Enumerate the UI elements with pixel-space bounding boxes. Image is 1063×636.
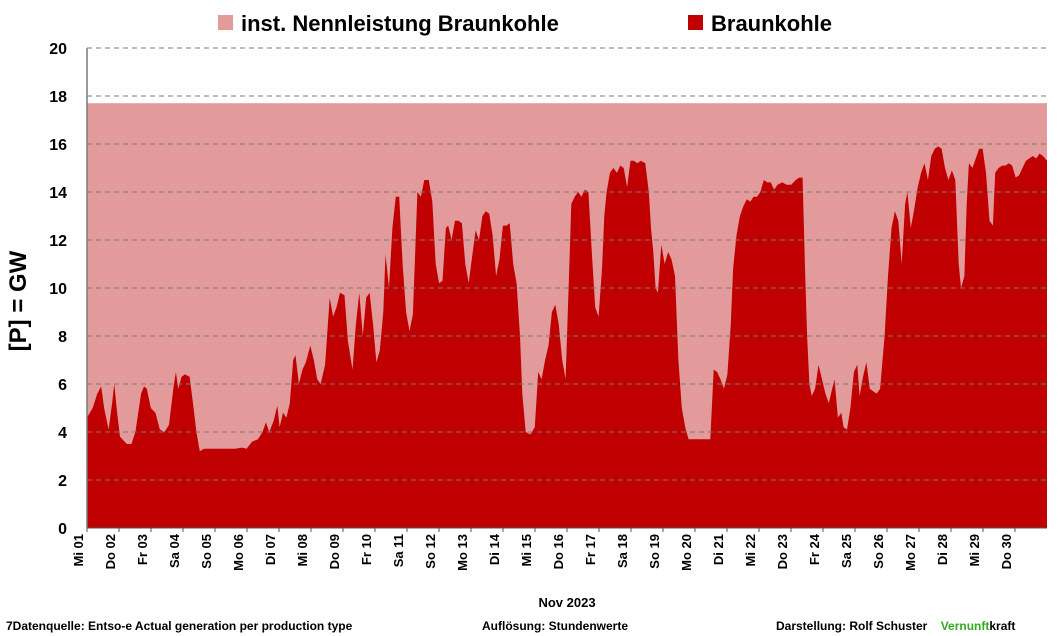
legend-swatch-generation [688, 15, 703, 30]
x-tick-label-17: Sa 18 [615, 534, 630, 568]
footer-credit: Darstellung: Rolf Schuster Vernunftkraft [776, 619, 1015, 633]
x-tick-label-1: Do 02 [103, 534, 118, 569]
generation-area [87, 146, 1047, 528]
x-tick-label-21: Mi 22 [743, 534, 758, 567]
footer-credit-text: Darstellung: Rolf Schuster [776, 619, 928, 633]
y-tick-label-2: 2 [58, 473, 67, 490]
y-tick-label-14: 14 [49, 185, 67, 202]
x-tick-label-7: Mi 08 [295, 534, 310, 567]
x-tick-label-13: Di 14 [487, 533, 502, 565]
footer-source: 7Datenquelle: Entso-e Actual generation … [6, 619, 353, 633]
y-tick-label-8: 8 [58, 329, 67, 346]
x-tick-label-18: So 19 [647, 534, 662, 569]
x-tick-label-26: Mo 27 [903, 534, 918, 571]
x-tick-label-14: Mi 15 [519, 534, 534, 567]
x-tick-label-23: Fr 24 [807, 533, 822, 565]
x-tick-label-19: Mo 20 [679, 534, 694, 571]
y-tick-label-16: 16 [49, 137, 67, 154]
legend: inst. Nennleistung Braunkohle Braunkohle [218, 11, 832, 36]
y-tick-label-6: 6 [58, 377, 67, 394]
x-tick-label-8: Do 09 [327, 534, 342, 569]
chart: inst. Nennleistung Braunkohle Braunkohle… [5, 11, 1047, 610]
y-axis-title: [P] = GW [5, 250, 32, 351]
x-tick-label-28: Mi 29 [967, 534, 982, 567]
y-tick-label-0: 0 [58, 521, 67, 538]
y-tick-label-18: 18 [49, 89, 67, 106]
x-tick-label-20: Di 21 [711, 534, 726, 565]
x-tick-label-9: Fr 10 [359, 534, 374, 565]
x-tick-label-16: Fr 17 [583, 534, 598, 565]
y-tick-label-4: 4 [58, 425, 67, 442]
x-tick-label-25: So 26 [871, 534, 886, 569]
x-tick-label-29: Do 30 [999, 534, 1014, 569]
y-tick-label-20: 20 [49, 41, 67, 58]
x-tick-label-6: Di 07 [263, 534, 278, 565]
x-tick-label-10: Sa 11 [391, 534, 406, 567]
x-tick-label-5: Mo 06 [231, 534, 246, 571]
x-tick-label-0: Mi 01 [71, 534, 86, 567]
legend-label-generation: Braunkohle [711, 11, 832, 36]
x-tick-label-24: Sa 25 [839, 534, 854, 568]
x-tick-label-4: So 05 [199, 534, 214, 569]
x-tick-label-12: Mo 13 [455, 534, 470, 571]
brand-kraft: kraft [989, 619, 1016, 633]
y-tick-label-12: 12 [49, 233, 67, 250]
y-tick-label-10: 10 [49, 281, 67, 298]
x-axis-title: Nov 2023 [538, 595, 595, 610]
legend-label-capacity: inst. Nennleistung Braunkohle [241, 11, 559, 36]
x-tick-label-22: Do 23 [775, 534, 790, 569]
x-tick-label-27: Di 28 [935, 534, 950, 565]
plot-area: 0 2 4 6 8 10 12 14 16 18 20 Mi 01 Do 02 Fr 03 Sa 04 So … [49, 41, 1047, 571]
x-tick-label-2: Fr 03 [135, 534, 150, 565]
x-tick-label-3: Sa 04 [167, 533, 182, 568]
brand-vernunft: Vernunft [940, 619, 990, 633]
legend-swatch-capacity [218, 15, 233, 30]
footer-resolution: Auflösung: Stundenwerte [482, 619, 628, 633]
x-tick-label-11: So 12 [423, 534, 438, 569]
x-tick-label-15: Do 16 [551, 534, 566, 569]
